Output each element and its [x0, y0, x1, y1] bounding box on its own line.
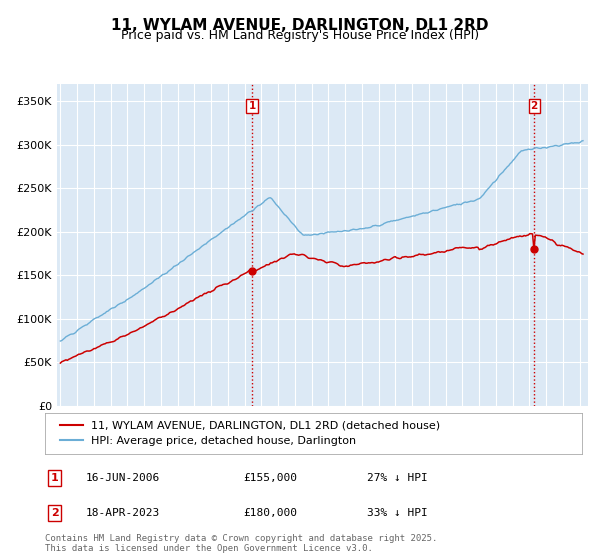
- Text: 33% ↓ HPI: 33% ↓ HPI: [367, 508, 428, 518]
- Text: Price paid vs. HM Land Registry's House Price Index (HPI): Price paid vs. HM Land Registry's House …: [121, 29, 479, 42]
- Text: 1: 1: [51, 473, 59, 483]
- Text: 2: 2: [51, 508, 59, 518]
- Text: 18-APR-2023: 18-APR-2023: [85, 508, 160, 518]
- Text: Contains HM Land Registry data © Crown copyright and database right 2025.
This d: Contains HM Land Registry data © Crown c…: [45, 534, 437, 553]
- Text: 16-JUN-2006: 16-JUN-2006: [85, 473, 160, 483]
- Text: £155,000: £155,000: [244, 473, 298, 483]
- Text: 27% ↓ HPI: 27% ↓ HPI: [367, 473, 428, 483]
- Legend: 11, WYLAM AVENUE, DARLINGTON, DL1 2RD (detached house), HPI: Average price, deta: 11, WYLAM AVENUE, DARLINGTON, DL1 2RD (d…: [56, 417, 445, 450]
- Text: £180,000: £180,000: [244, 508, 298, 518]
- Text: 11, WYLAM AVENUE, DARLINGTON, DL1 2RD: 11, WYLAM AVENUE, DARLINGTON, DL1 2RD: [111, 18, 489, 33]
- Text: 2: 2: [530, 101, 538, 111]
- Text: 1: 1: [248, 101, 256, 111]
